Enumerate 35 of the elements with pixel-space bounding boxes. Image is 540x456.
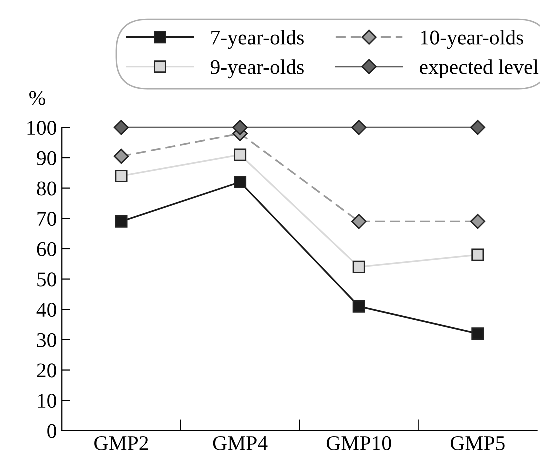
x-tick-label: GMP10: [326, 436, 392, 450]
point: [232, 120, 248, 136]
y-tick-label: 10: [38, 394, 56, 408]
point: [114, 120, 130, 136]
point: [470, 120, 486, 136]
y-tick-label: 30: [37, 333, 56, 348]
point: [352, 120, 367, 136]
y-tick-label: 100: [28, 121, 56, 136]
y-tick-label: 90: [37, 151, 56, 166]
y-tick-label: 80: [37, 182, 56, 196]
point: [115, 170, 128, 182]
legend-label: 9-year-olds: [210, 60, 304, 79]
y-tick-label: 60: [37, 242, 56, 256]
legend-label: expected level: [420, 60, 539, 79]
x-tick-label: GMP2: [94, 436, 148, 450]
legend-label: 10-year-olds: [421, 30, 524, 50]
point: [352, 300, 366, 313]
point: [472, 248, 484, 262]
y-tick-label: 50: [38, 272, 56, 287]
y-axis-title: %: [30, 91, 46, 106]
point: [234, 176, 247, 189]
x-tick-label: GMP4: [213, 436, 268, 450]
point: [470, 214, 486, 230]
point: [114, 148, 130, 164]
y-tick-label: 0: [48, 424, 56, 438]
point: [472, 328, 484, 340]
point: [234, 148, 247, 162]
y-tick-label: 70: [38, 212, 56, 226]
point: [115, 215, 128, 228]
y-tick-label: 40: [36, 303, 56, 318]
point: [352, 260, 366, 274]
point: [352, 214, 367, 230]
y-tick-label: 20: [37, 364, 56, 378]
legend-label: 7-year-olds: [212, 30, 304, 50]
x-tick-label: GMP5: [450, 436, 505, 450]
